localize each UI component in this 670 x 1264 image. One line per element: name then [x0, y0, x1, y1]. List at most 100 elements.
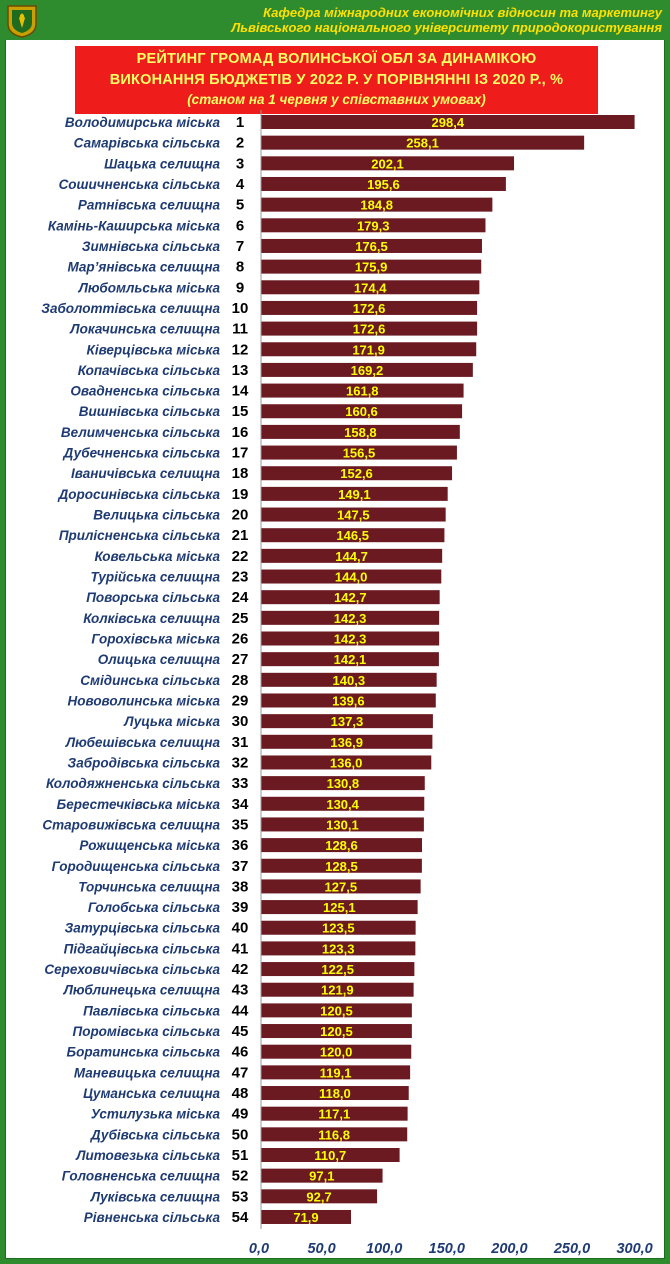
rank-label: 31	[232, 734, 249, 751]
value-label: 149,1	[338, 487, 371, 502]
bar-50	[261, 1127, 408, 1142]
value-label: 258,1	[406, 136, 439, 151]
category-label: Ратнівська селищна	[78, 198, 221, 213]
rank-label: 52	[232, 1168, 249, 1185]
bar-37	[261, 858, 422, 873]
header-bar: Кафедра міжнародних економічних відносин…	[0, 0, 670, 40]
value-label: 169,2	[351, 363, 384, 378]
category-label: Турійська селищна	[90, 570, 220, 585]
bars-group	[261, 115, 635, 1224]
value-label: 144,7	[335, 549, 368, 564]
rank-label: 11	[232, 321, 248, 338]
value-label: 92,7	[306, 1189, 331, 1204]
rank-label: 32	[232, 754, 249, 771]
chart-subtitle: (станом на 1 червня у співставних умовах…	[187, 92, 486, 107]
rank-label: 40	[232, 920, 249, 937]
value-label: 121,9	[321, 983, 354, 998]
bar-16	[261, 424, 460, 439]
rank-label: 1	[236, 114, 244, 131]
bar-20	[261, 507, 446, 522]
rank-label: 25	[232, 610, 249, 627]
bar-12	[261, 342, 477, 357]
bar-30	[261, 714, 433, 729]
category-label: Луківська селищна	[90, 1189, 221, 1204]
category-label: Городищенська сільська	[52, 859, 221, 874]
category-label: Люблинецька селищна	[63, 983, 221, 998]
category-label: Забродівська сільська	[68, 755, 221, 770]
value-label: 172,6	[353, 322, 386, 337]
value-label: 142,3	[334, 611, 367, 626]
value-label: 142,1	[334, 652, 367, 667]
value-label: 116,8	[318, 1127, 350, 1142]
value-label: 130,1	[326, 817, 359, 832]
category-label: Доросинівська сільська	[58, 487, 221, 502]
value-label: 172,6	[353, 301, 386, 316]
bar-13	[261, 362, 473, 377]
bar-2	[261, 135, 585, 150]
category-label: Берестечківська міська	[57, 797, 221, 812]
rank-label: 3	[236, 155, 244, 172]
department-line-1: Кафедра міжнародних економічних відносин…	[263, 5, 662, 20]
rank-label: 33	[232, 775, 249, 792]
rank-label: 29	[232, 692, 249, 709]
value-label: 123,5	[322, 921, 355, 936]
rank-label: 49	[232, 1106, 249, 1123]
bar-24	[261, 590, 440, 605]
category-label: Поромівська сільська	[72, 1024, 220, 1039]
bar-46	[261, 1044, 412, 1059]
value-label: 158,8	[344, 425, 377, 440]
rank-label: 5	[236, 197, 244, 214]
category-label: Копачівська сільська	[78, 363, 221, 378]
bar-31	[261, 734, 433, 749]
value-label: 179,3	[357, 218, 390, 233]
category-label: Рівненська сільська	[84, 1210, 221, 1225]
category-label: Любомльська міська	[78, 280, 221, 295]
value-label: 298,4	[432, 115, 465, 130]
bar-6	[261, 218, 486, 233]
category-label: Ківерцівська міська	[87, 342, 221, 357]
rank-label: 24	[232, 589, 249, 606]
bar-7	[261, 238, 482, 253]
value-label: 144,0	[335, 570, 368, 585]
bar-21	[261, 528, 445, 543]
rank-label: 2	[236, 135, 244, 152]
bar-18	[261, 466, 453, 481]
value-label: 128,5	[325, 859, 358, 874]
bar-42	[261, 962, 415, 977]
bar-14	[261, 383, 464, 398]
rank-label: 42	[232, 961, 249, 978]
bar-33	[261, 776, 425, 791]
bar-22	[261, 548, 443, 563]
category-label: Ковельська міська	[94, 549, 220, 564]
category-label: Боратинська сільська	[67, 1045, 221, 1060]
value-label: 119,1	[320, 1065, 352, 1080]
bar-1	[261, 115, 635, 129]
value-label: 147,5	[337, 508, 370, 523]
rank-label: 36	[232, 837, 249, 854]
value-label: 176,5	[355, 239, 388, 254]
value-label: 175,9	[355, 260, 388, 275]
bar-32	[261, 755, 432, 770]
bar-39	[261, 900, 418, 915]
rank-label: 30	[232, 713, 249, 730]
bar-45	[261, 1024, 412, 1039]
rank-label: 54	[232, 1209, 249, 1226]
rank-label: 20	[232, 507, 249, 524]
bar-4	[261, 176, 506, 191]
bar-52	[261, 1168, 383, 1183]
category-label: Вишнівська сільська	[79, 404, 221, 419]
value-label: 110,7	[314, 1148, 346, 1163]
rank-label: 38	[232, 878, 249, 895]
bar-35	[261, 817, 424, 832]
category-label: Устилузька міська	[91, 1107, 221, 1122]
rank-label: 37	[232, 858, 249, 875]
x-tick-label: 250,0	[553, 1241, 590, 1257]
value-label: 120,0	[320, 1045, 353, 1060]
rank-label: 7	[236, 238, 244, 255]
category-label: Прилісненська сільська	[59, 528, 221, 543]
value-label: 142,7	[334, 590, 367, 605]
rank-label: 9	[236, 279, 244, 296]
bar-44	[261, 1003, 412, 1018]
value-label: 137,3	[331, 714, 364, 729]
x-tick-label: 0,0	[249, 1241, 269, 1257]
